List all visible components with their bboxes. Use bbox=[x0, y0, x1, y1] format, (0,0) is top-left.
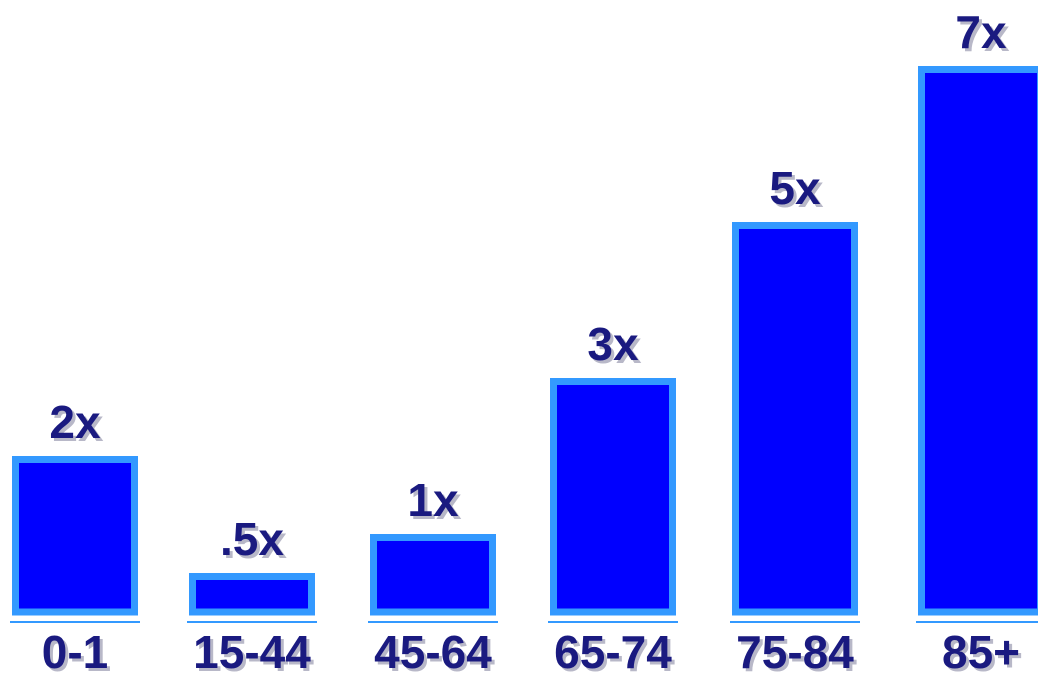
category-label-15-44-shadow: 15-44 bbox=[196, 629, 314, 679]
category-label-65-74: 65-74 bbox=[554, 626, 672, 678]
data-label-15-44: .5x bbox=[220, 513, 284, 565]
category-label-45-64-shadow: 45-64 bbox=[377, 629, 495, 679]
data-label-65-74-shadow: 3x bbox=[590, 321, 642, 373]
category-label-0-1-shadow: 0-1 bbox=[45, 629, 111, 679]
bar-65-74 bbox=[550, 378, 676, 616]
category-label-45-64: 45-64 bbox=[374, 626, 492, 678]
category-label-65-74-shadow: 65-74 bbox=[557, 629, 675, 679]
data-label-85+-shadow: 7x bbox=[958, 9, 1010, 61]
bars-group bbox=[12, 66, 1038, 616]
data-label-75-84-shadow: 5x bbox=[772, 165, 824, 217]
category-label-0-1-group: 0-10-1 bbox=[42, 626, 111, 679]
bar-0-1 bbox=[12, 456, 138, 616]
category-label-0-1: 0-1 bbox=[42, 626, 108, 678]
data-label-45-64-shadow: 1x bbox=[410, 477, 462, 529]
category-label-85+: 85+ bbox=[942, 626, 1020, 678]
category-label-15-44: 15-44 bbox=[193, 626, 311, 678]
data-label-75-84: 5x bbox=[769, 162, 821, 214]
data-label-65-74: 3x bbox=[587, 318, 639, 370]
data-label-0-1-shadow: 2x bbox=[52, 399, 104, 451]
category-label-75-84-shadow: 75-84 bbox=[739, 629, 857, 679]
data-label-15-44-shadow: .5x bbox=[223, 516, 287, 568]
category-label-75-84: 75-84 bbox=[736, 626, 854, 678]
bar-15-44 bbox=[189, 573, 315, 616]
category-label-85+-group: 85+85+ bbox=[942, 626, 1023, 679]
bar-45-64 bbox=[370, 534, 496, 616]
bar-75-84 bbox=[732, 222, 858, 616]
data-label-15-44-group: .5x.5x bbox=[220, 513, 287, 568]
data-label-0-1: 2x bbox=[49, 396, 101, 448]
data-label-85+: 7x bbox=[955, 6, 1007, 58]
data-label-45-64: 1x bbox=[407, 474, 459, 526]
category-label-85+-shadow: 85+ bbox=[945, 629, 1023, 679]
bar-85+ bbox=[918, 66, 1038, 616]
